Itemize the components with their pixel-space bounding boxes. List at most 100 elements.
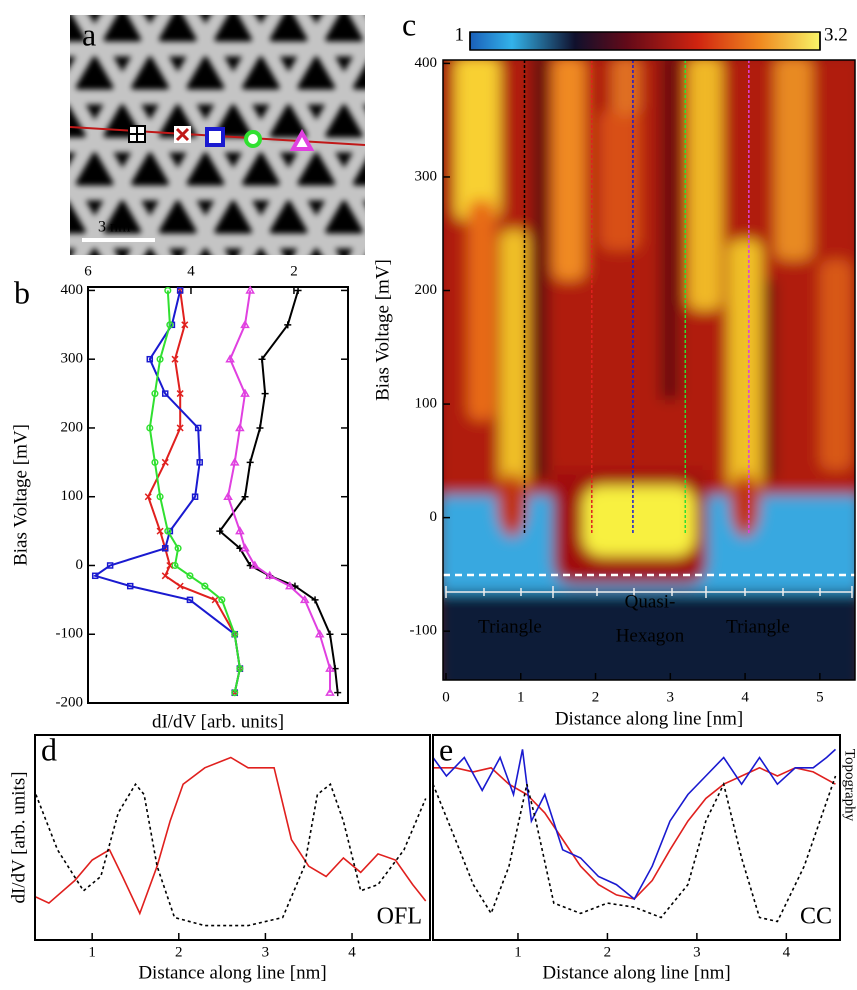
lattice-line <box>70 15 299 255</box>
data-marker <box>261 390 269 398</box>
series-line <box>92 290 241 693</box>
data-marker <box>218 596 226 604</box>
y-tick-label: 200 <box>61 419 84 435</box>
data-marker <box>325 687 335 696</box>
y-tick-label: 100 <box>415 396 438 412</box>
data-marker <box>235 422 245 432</box>
data-marker <box>231 689 239 697</box>
x-axis-label: Distance along line [nm] <box>555 708 743 729</box>
series-line <box>432 775 837 923</box>
marker-square <box>205 127 225 147</box>
region-label: Triangle <box>478 616 542 637</box>
panel-label: c <box>402 6 416 42</box>
data-marker <box>299 594 310 604</box>
data-marker <box>211 596 219 604</box>
x-tick-label: 4 <box>783 944 791 960</box>
data-marker <box>326 630 334 638</box>
x-tick-label: 4 <box>348 944 356 960</box>
data-marker <box>164 286 172 294</box>
data-marker <box>196 459 203 466</box>
data-marker <box>314 629 325 638</box>
series-line <box>35 756 427 916</box>
data-marker <box>171 561 179 570</box>
x-tick-label: 1 <box>88 944 96 960</box>
y-axis-label: Bias Voltage [mV] <box>372 259 393 401</box>
data-marker <box>223 491 233 500</box>
data-marker <box>334 689 342 697</box>
data-marker <box>156 355 164 363</box>
lattice-line <box>118 15 365 255</box>
x-tick-label: 3 <box>667 689 675 705</box>
y-tick-label: 0 <box>430 509 438 525</box>
lattice-line <box>70 15 299 255</box>
y-tick-label: 300 <box>415 168 438 184</box>
data-marker <box>126 582 134 590</box>
lattice-line <box>201 15 365 255</box>
data-marker <box>176 287 184 294</box>
x-tick-label: 2 <box>592 689 600 705</box>
heatmap-field <box>443 60 855 680</box>
series-line <box>148 290 241 693</box>
data-marker <box>181 321 189 329</box>
annotation: OFL <box>377 904 422 930</box>
data-marker <box>161 390 169 397</box>
data-marker <box>164 527 172 535</box>
stm-image <box>70 15 365 255</box>
panel-label: d <box>41 731 57 767</box>
data-marker <box>156 493 164 501</box>
series-line <box>35 782 427 927</box>
data-marker <box>264 570 275 580</box>
y-tick-label: 400 <box>61 282 84 298</box>
y2-axis-label: Topography <box>842 749 857 822</box>
data-marker <box>106 562 114 569</box>
x-tick-label: 5 <box>816 689 824 705</box>
data-marker <box>161 458 169 466</box>
data-marker <box>216 527 224 535</box>
series-line <box>147 290 241 693</box>
lattice-line <box>201 15 365 255</box>
data-marker <box>91 572 99 580</box>
marker-circle <box>244 130 262 148</box>
region-label: Quasi- <box>625 591 676 612</box>
data-marker <box>231 630 239 638</box>
region-label: Hexagon <box>616 625 685 646</box>
data-marker <box>256 424 264 432</box>
data-marker <box>191 493 199 500</box>
y-tick-label: -100 <box>410 623 438 639</box>
x-tick-label: 2 <box>290 263 298 279</box>
data-marker <box>151 390 159 398</box>
x-tick-label: 3 <box>262 944 270 960</box>
data-marker <box>311 596 319 604</box>
y-axis-label: dI/dV [arb. units] <box>8 771 29 903</box>
data-marker <box>161 572 169 580</box>
lattice-line <box>118 15 365 255</box>
marker-plus <box>130 127 144 141</box>
data-marker <box>186 572 194 580</box>
region-bracket <box>445 586 853 598</box>
data-marker <box>235 526 245 535</box>
data-marker <box>156 527 164 535</box>
y-tick-label: 300 <box>61 351 84 367</box>
x-tick-label: 6 <box>84 263 92 279</box>
data-marker <box>166 321 174 329</box>
plot-frame <box>432 734 841 941</box>
data-marker <box>201 582 209 590</box>
data-marker <box>146 424 154 432</box>
data-marker <box>246 458 254 466</box>
series-line <box>226 290 331 693</box>
data-marker <box>186 596 194 604</box>
plot-frame <box>87 286 349 704</box>
colorbar <box>469 31 821 51</box>
panel-label: e <box>439 731 453 767</box>
x-tick-label: 4 <box>741 689 749 705</box>
data-marker <box>241 493 249 501</box>
data-marker <box>240 319 250 329</box>
data-marker <box>284 321 292 329</box>
region-label: Triangle <box>726 616 790 637</box>
x-tick-label: 2 <box>175 944 183 960</box>
panel-label: a <box>82 16 96 52</box>
x-tick-label: 1 <box>514 944 522 960</box>
data-marker <box>194 424 202 432</box>
lattice-line <box>70 15 257 255</box>
